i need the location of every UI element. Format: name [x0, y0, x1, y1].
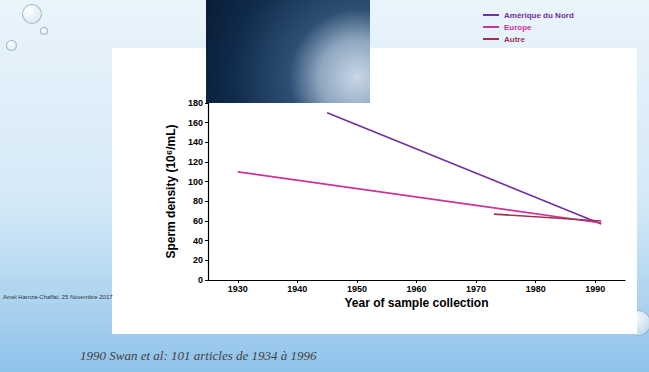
svg-text:1960: 1960 — [406, 284, 426, 294]
svg-text:1950: 1950 — [347, 284, 367, 294]
svg-text:Autre: Autre — [504, 35, 525, 44]
svg-text:20: 20 — [193, 255, 203, 265]
svg-text:1940: 1940 — [287, 284, 307, 294]
svg-text:100: 100 — [188, 177, 203, 187]
svg-text:Amérique du Nord: Amérique du Nord — [504, 11, 574, 20]
svg-text:Year of sample collection: Year of sample collection — [344, 296, 488, 310]
svg-text:Amel Hamza-Chaffai, 25 Novembr: Amel Hamza-Chaffai, 25 Novembre 2017 — [3, 294, 113, 300]
svg-text:40: 40 — [193, 236, 203, 246]
svg-text:1930: 1930 — [228, 284, 248, 294]
svg-text:1990: 1990 — [585, 284, 605, 294]
svg-text:Europe: Europe — [504, 23, 532, 32]
svg-text:60: 60 — [193, 216, 203, 226]
svg-text:120: 120 — [188, 157, 203, 167]
svg-text:140: 140 — [188, 137, 203, 147]
svg-text:80: 80 — [193, 196, 203, 206]
svg-text:0: 0 — [198, 275, 203, 285]
svg-text:1970: 1970 — [466, 284, 486, 294]
svg-text:180: 180 — [188, 98, 203, 108]
svg-text:Sperm density (10⁶/mL): Sperm density (10⁶/mL) — [164, 124, 178, 258]
svg-text:1990 Swan et al: 101 articles: 1990 Swan et al: 101 articles de 1934 à … — [80, 348, 317, 363]
svg-text:160: 160 — [188, 118, 203, 128]
svg-text:1980: 1980 — [526, 284, 546, 294]
